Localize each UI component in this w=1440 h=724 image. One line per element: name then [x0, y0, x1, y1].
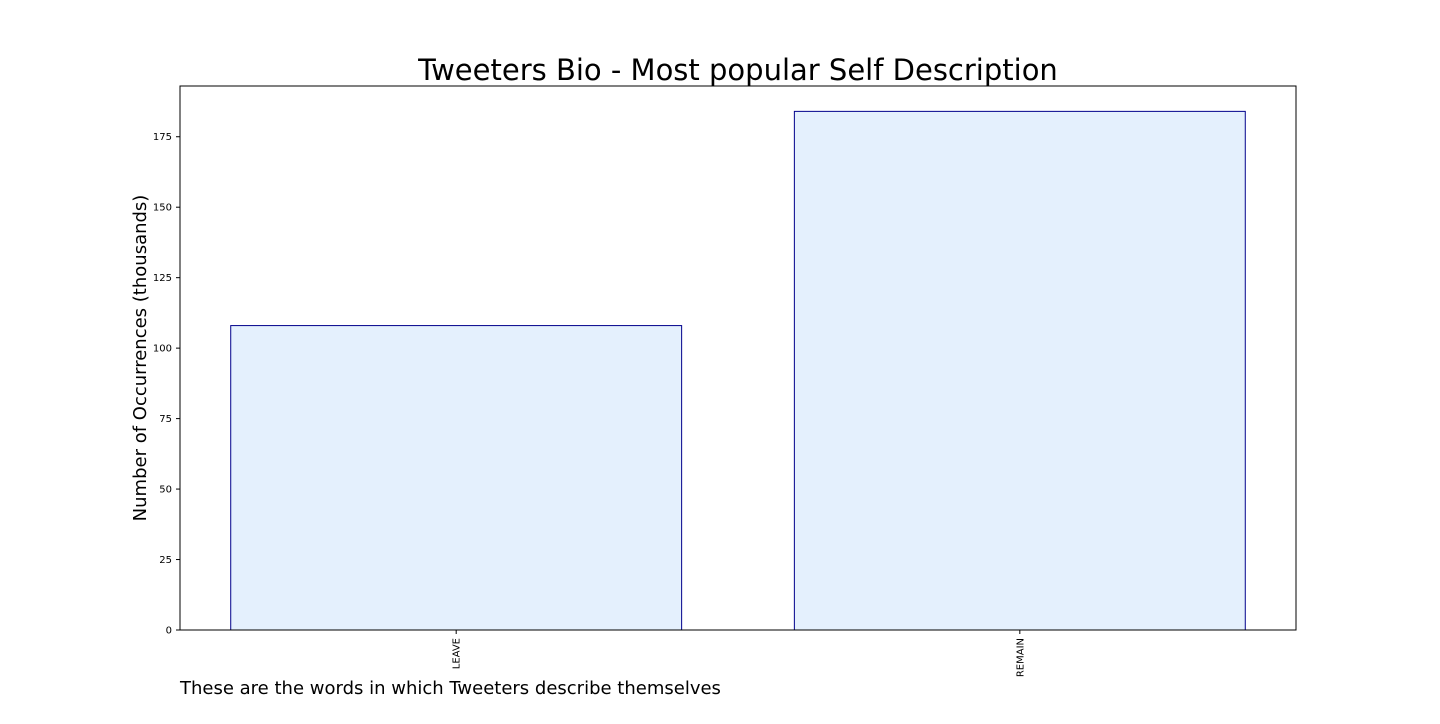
y-axis-ticks: 0 25 50 75 100 125 150 175	[153, 132, 180, 637]
bars-layer	[230, 110, 1246, 631]
y-tick-label: 25	[159, 555, 172, 566]
bar-remain	[793, 110, 1246, 631]
chart-caption: These are the words in which Tweeters de…	[179, 678, 721, 699]
x-tick-label-leave: LEAVE	[452, 638, 463, 669]
y-tick-label: 175	[153, 132, 172, 143]
y-axis-label: Number of Occurrences (thousands)	[130, 195, 151, 522]
bar-leave	[230, 325, 683, 631]
y-tick-label: 50	[159, 485, 172, 496]
y-tick-label: 125	[153, 273, 172, 284]
plot-area-frame	[179, 85, 1297, 631]
y-tick-label: 100	[153, 344, 172, 355]
y-tick-label: 150	[153, 203, 172, 214]
chart-title: Tweeters Bio - Most popular Self Descrip…	[417, 53, 1058, 87]
y-tick-label: 75	[159, 414, 172, 425]
x-axis-ticks: LEAVE REMAIN	[452, 630, 1026, 677]
y-tick-label: 0	[166, 626, 172, 637]
x-tick-label-remain: REMAIN	[1015, 638, 1026, 677]
